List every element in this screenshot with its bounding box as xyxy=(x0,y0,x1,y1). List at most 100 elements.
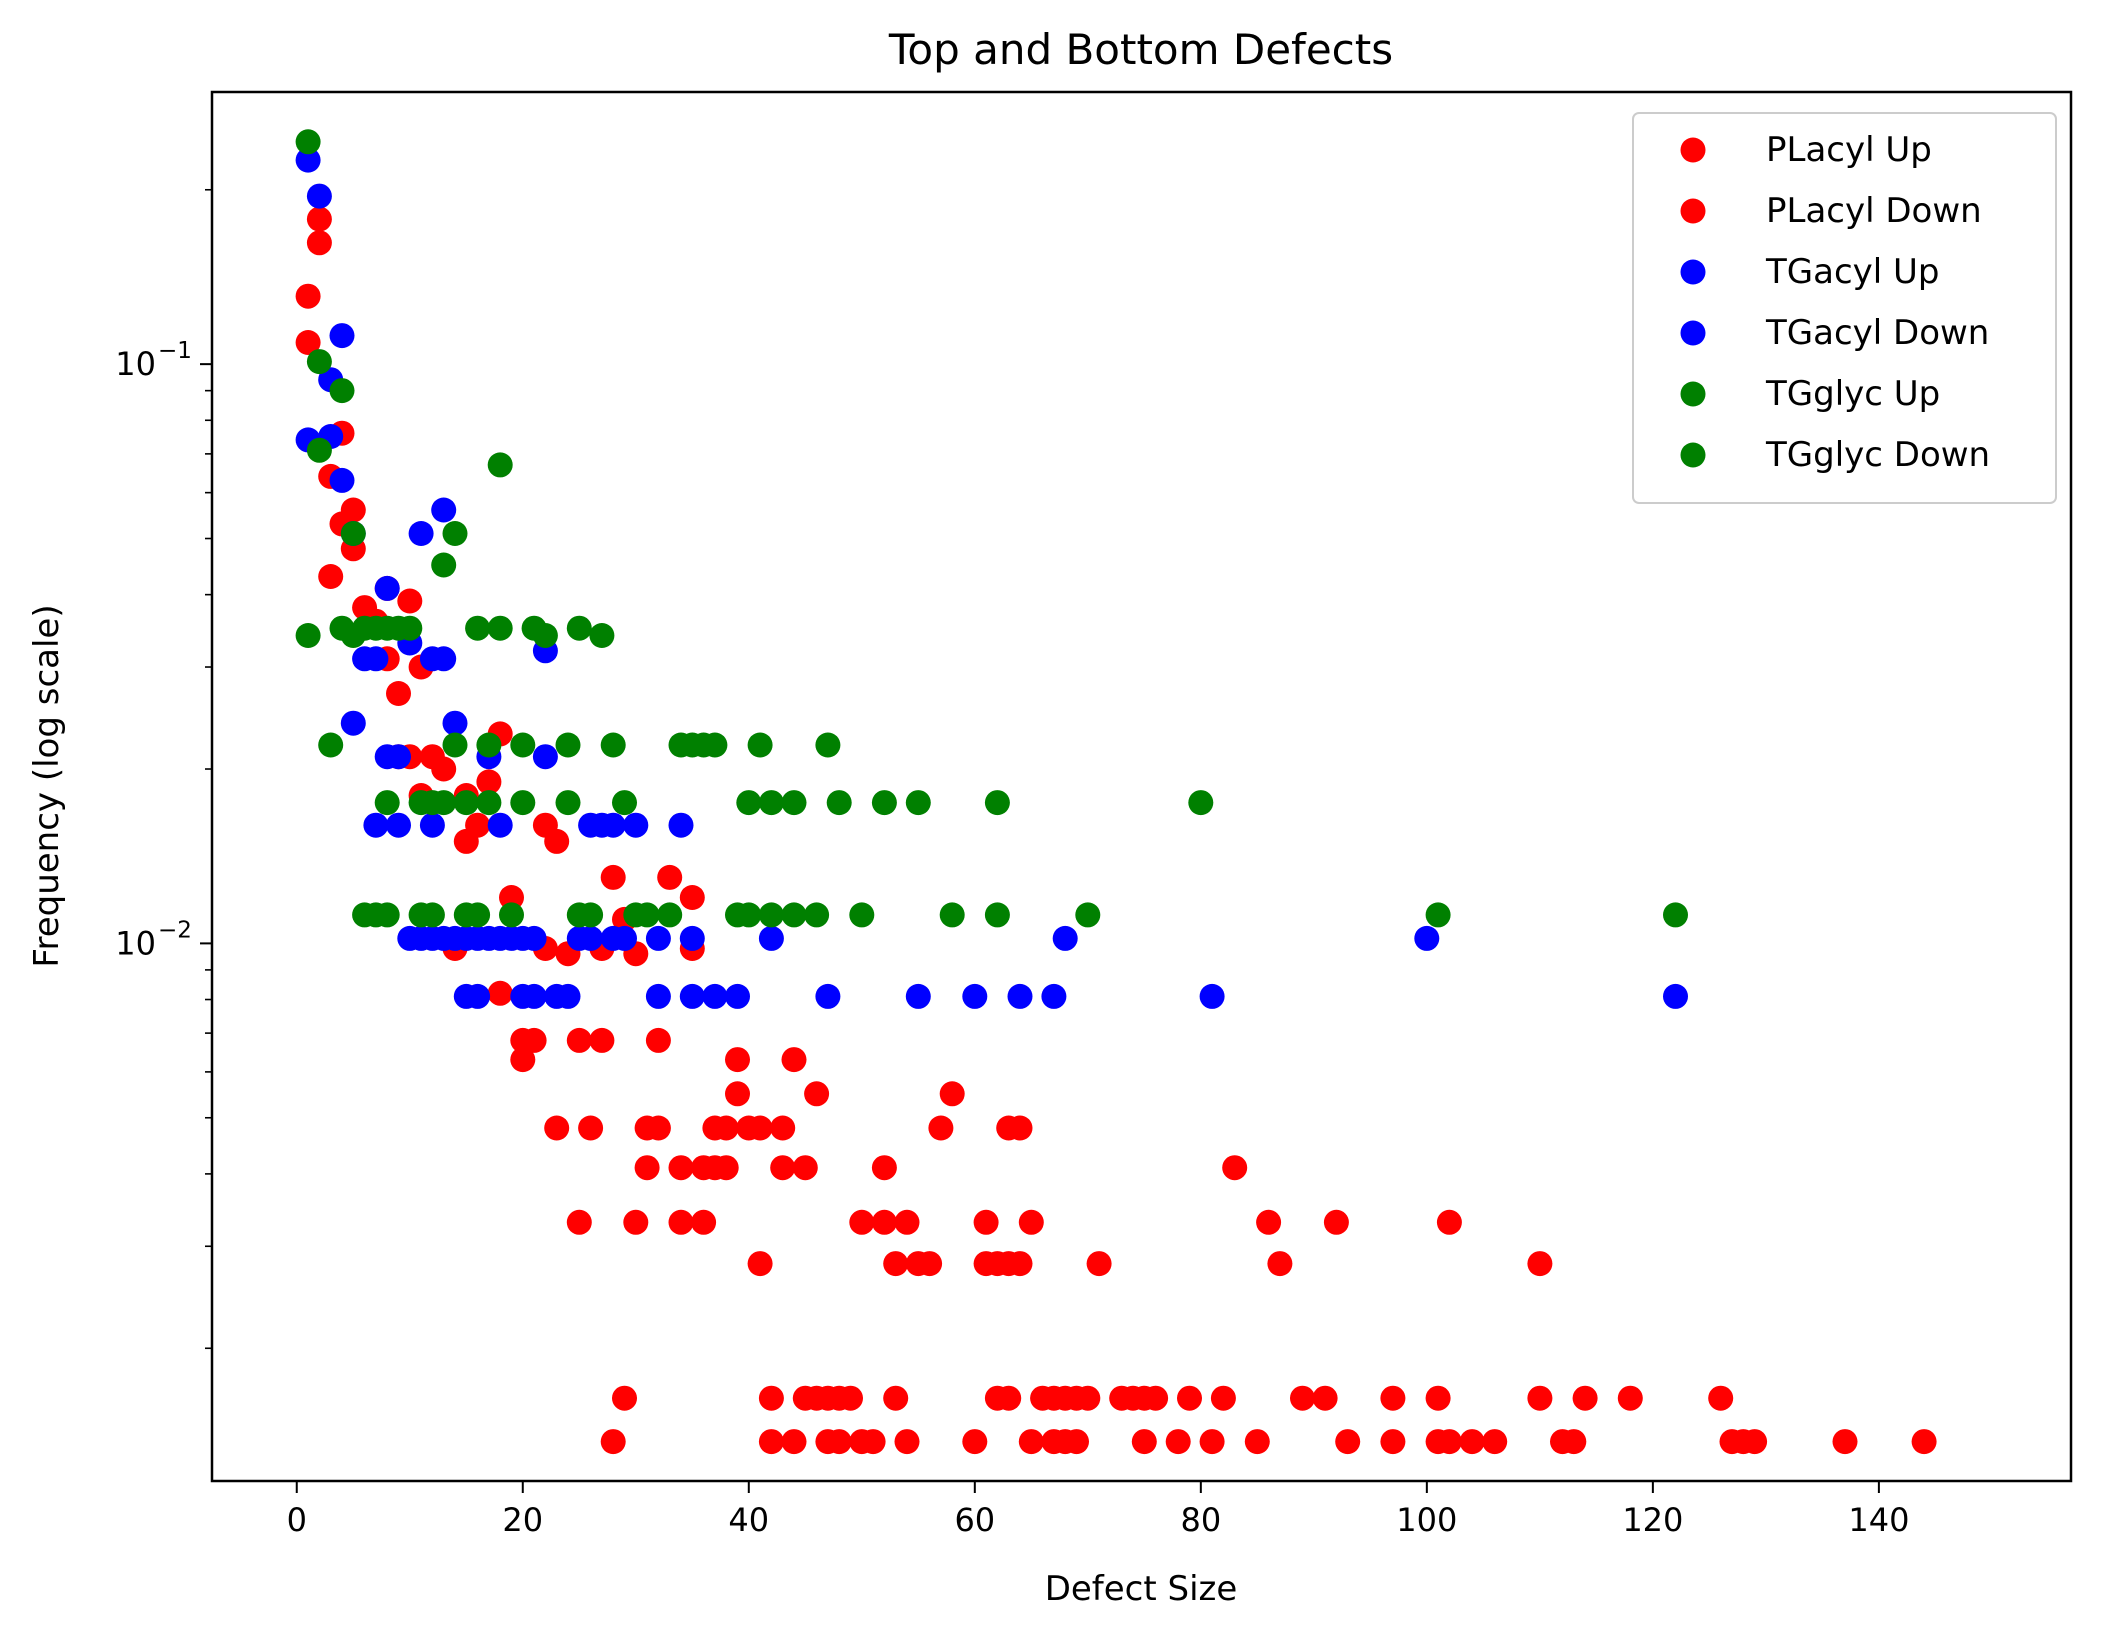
data-point xyxy=(781,1047,807,1073)
data-point xyxy=(476,790,502,816)
data-point xyxy=(589,623,615,648)
legend-marker xyxy=(1680,198,1706,224)
data-point xyxy=(826,1429,852,1455)
data-point xyxy=(578,902,604,928)
legend-marker xyxy=(1680,259,1706,285)
data-point xyxy=(578,1115,604,1141)
data-point xyxy=(645,983,671,1009)
data-point xyxy=(781,1429,807,1455)
data-point xyxy=(487,615,513,641)
data-point xyxy=(306,437,332,463)
data-point xyxy=(883,1385,909,1411)
data-point xyxy=(600,864,626,890)
data-point xyxy=(996,1385,1022,1411)
data-point xyxy=(544,1115,570,1141)
data-point xyxy=(374,790,400,816)
data-point xyxy=(1312,1385,1338,1411)
data-point xyxy=(747,1115,773,1141)
data-point xyxy=(668,812,694,838)
x-tick-label: 20 xyxy=(502,1501,543,1539)
x-tick-label: 60 xyxy=(954,1501,995,1539)
legend-label: TGglyc Up xyxy=(1765,374,1940,414)
data-point xyxy=(419,902,445,928)
data-point xyxy=(657,902,683,928)
data-point xyxy=(386,681,411,706)
data-point xyxy=(1380,1385,1406,1411)
series-tgglyc-up xyxy=(295,129,1214,816)
data-point xyxy=(1380,1429,1406,1455)
data-point xyxy=(917,1251,943,1277)
data-point xyxy=(736,902,762,928)
data-point xyxy=(306,183,332,209)
data-point xyxy=(1075,1385,1101,1411)
series-tgglyc-down xyxy=(352,902,1688,928)
data-point xyxy=(1007,1115,1033,1141)
data-point xyxy=(566,615,592,641)
y-axis-label: Frequency (log scale) xyxy=(27,604,67,967)
data-point xyxy=(612,925,637,951)
x-tick-label: 80 xyxy=(1180,1501,1221,1539)
legend-label: PLacyl Up xyxy=(1766,130,1932,170)
data-point xyxy=(510,732,536,758)
data-point xyxy=(1256,1209,1282,1235)
data-point xyxy=(566,1209,592,1235)
data-point xyxy=(725,1047,750,1073)
data-point xyxy=(645,1115,671,1141)
data-point xyxy=(1527,1385,1553,1411)
legend-label: TGacyl Up xyxy=(1765,252,1940,292)
points-layer xyxy=(295,129,1937,1455)
data-point xyxy=(1143,1385,1169,1411)
data-point xyxy=(758,1385,784,1411)
data-point xyxy=(566,1027,592,1053)
x-tick-label: 120 xyxy=(1622,1501,1683,1539)
data-point xyxy=(1436,1429,1462,1455)
data-point xyxy=(1267,1251,1293,1277)
data-point xyxy=(431,756,457,782)
data-point xyxy=(1188,790,1214,816)
data-point xyxy=(431,552,457,578)
data-point xyxy=(1007,1251,1033,1277)
data-point xyxy=(487,980,513,1006)
data-point xyxy=(295,623,321,648)
data-point xyxy=(1131,1429,1157,1455)
data-point xyxy=(905,790,931,816)
data-point xyxy=(397,588,423,614)
data-point xyxy=(962,1429,988,1455)
data-point xyxy=(374,575,400,601)
data-point xyxy=(386,744,411,770)
data-point xyxy=(1199,1429,1225,1455)
data-point xyxy=(363,812,389,838)
data-point xyxy=(431,646,457,672)
series-placyl-down xyxy=(600,1429,1937,1455)
data-point xyxy=(758,902,784,928)
data-point xyxy=(849,1209,875,1235)
legend-box xyxy=(1632,112,2057,504)
data-point xyxy=(453,790,479,816)
data-point xyxy=(815,732,841,758)
data-point xyxy=(747,1251,773,1277)
data-point xyxy=(465,615,491,641)
data-point xyxy=(363,646,389,672)
data-point xyxy=(679,885,705,910)
data-point xyxy=(499,885,524,910)
data-point xyxy=(318,732,344,758)
data-point xyxy=(905,983,931,1009)
data-point xyxy=(295,147,321,173)
data-point xyxy=(397,615,423,641)
data-point xyxy=(792,1155,818,1181)
data-point xyxy=(544,828,570,854)
data-point xyxy=(679,983,705,1009)
data-point xyxy=(634,902,660,928)
data-point xyxy=(306,230,332,256)
legend-label: PLacyl Down xyxy=(1766,191,1982,231)
data-point xyxy=(329,323,355,349)
data-point xyxy=(871,790,897,816)
data-point xyxy=(713,1115,739,1141)
y-tick-label: 10 xyxy=(115,345,156,383)
data-point xyxy=(1617,1385,1643,1411)
data-point xyxy=(510,790,536,816)
legend-marker xyxy=(1680,381,1706,407)
data-point xyxy=(340,497,366,523)
data-point xyxy=(521,983,547,1009)
data-point xyxy=(499,902,524,928)
